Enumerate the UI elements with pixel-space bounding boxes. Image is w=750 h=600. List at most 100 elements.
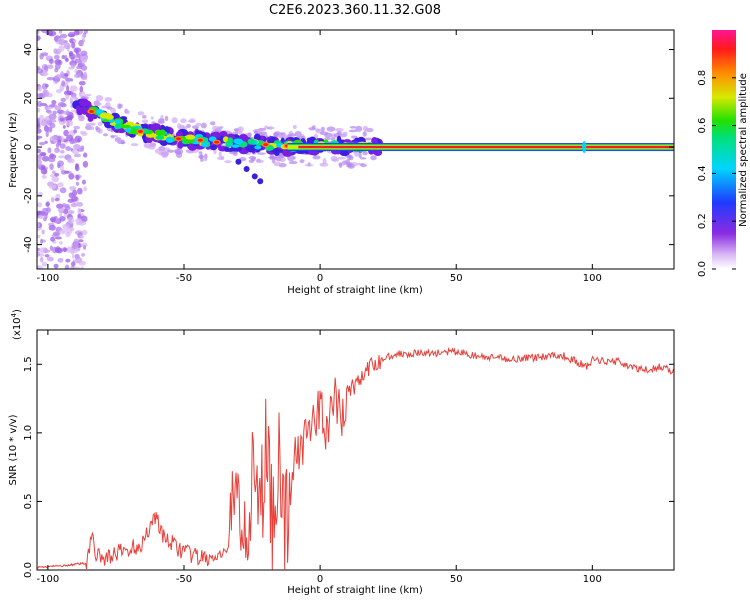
noise-blob	[38, 141, 46, 146]
noise-blob	[60, 97, 67, 102]
halo-blob	[120, 139, 125, 145]
snr-ytick-label: 0.0	[23, 562, 34, 578]
figure-title: C2E6.2023.360.11.32.G08	[269, 3, 441, 18]
noise-blob	[64, 73, 69, 77]
noise-blob	[77, 207, 82, 215]
halo-blob	[137, 111, 145, 116]
noise-blob	[81, 33, 85, 41]
halo-blob	[362, 125, 369, 132]
noise-blob	[37, 164, 42, 168]
spectrogram-ytick-label: 40	[23, 43, 34, 56]
noise-blob	[41, 155, 50, 162]
noise-blob	[59, 164, 64, 172]
noise-blob	[66, 119, 73, 127]
noise-blob	[49, 119, 57, 123]
colorbar-ticks: 0.0 0.2 0.4 0.6 0.8	[697, 70, 736, 277]
noise-blob	[73, 125, 81, 130]
halo-blob	[362, 151, 368, 156]
halo-blob	[330, 155, 338, 162]
halo-blob	[288, 133, 297, 137]
halo-blob	[110, 135, 115, 139]
noise-blob	[51, 196, 55, 203]
noise-blob	[49, 163, 54, 170]
halo-blob	[160, 114, 164, 120]
noise-blob	[45, 84, 49, 88]
noise-blob	[41, 261, 48, 267]
snr-xtick-label: 100	[583, 574, 602, 585]
noise-blob	[80, 50, 88, 56]
noise-blob	[71, 138, 78, 144]
noise-blob	[66, 85, 70, 92]
noise-blob	[50, 174, 55, 178]
noise-blob	[37, 265, 44, 269]
noise-blob	[51, 170, 56, 175]
colorbar: 0.0 0.2 0.4 0.6 0.8 Normalized spectral ampl…	[697, 30, 749, 277]
noise-blob	[41, 229, 45, 235]
halo-blob	[177, 123, 182, 130]
colorbar-tick-label: 0.6	[697, 118, 708, 134]
halo-blob	[362, 131, 367, 137]
noise-blob	[54, 62, 61, 70]
peak-inner	[176, 137, 182, 141]
halo-blob	[174, 148, 184, 155]
halo-blob	[364, 137, 372, 141]
noise-blob	[54, 149, 58, 153]
spectrogram-ylabel: Frequency (Hz)	[8, 112, 19, 188]
core-blob	[81, 106, 88, 115]
bright-blob	[124, 128, 132, 133]
noise-blob	[65, 258, 71, 263]
halo-blob	[370, 155, 377, 161]
noise-blob	[69, 85, 78, 92]
noise-blob	[65, 227, 73, 234]
halo-blob	[117, 103, 122, 110]
noise-blob	[59, 215, 66, 222]
halo-blob	[338, 162, 343, 168]
halo-blob	[90, 126, 95, 131]
noise-blob	[58, 213, 63, 217]
noise-blob	[40, 167, 48, 175]
noise-blob	[45, 30, 54, 36]
snr-ticks: -100 -50 0 50 100 0.0 0.5 1.0 1.5	[23, 330, 674, 585]
noise-blob	[65, 146, 71, 151]
bright-blob	[165, 136, 175, 143]
noise-blob	[78, 260, 86, 266]
noise-blob	[65, 203, 70, 208]
noise-blob	[54, 74, 63, 79]
noise-blob	[83, 186, 88, 192]
halo-blob	[319, 131, 329, 136]
noise-blob	[37, 251, 41, 257]
noise-blob	[47, 157, 56, 163]
noise-blob	[81, 229, 88, 236]
noise-blob	[48, 184, 55, 189]
tail-blob	[257, 178, 264, 185]
halo-blob	[232, 150, 238, 156]
colorbar-tick-label: 0.2	[697, 213, 708, 229]
noise-blob	[47, 147, 52, 154]
halo-blob	[292, 124, 297, 130]
halo-blob	[308, 127, 316, 131]
halo-blob	[130, 143, 139, 147]
halo-blob	[143, 143, 148, 148]
tail-blob	[235, 158, 242, 165]
spectrogram-panel: -100 -50 0 50 100 -40 -20 0 20 40 Height of strai…	[8, 29, 675, 296]
noise-blob	[80, 65, 88, 71]
noise-blob	[53, 48, 58, 55]
noise-blob	[80, 266, 84, 269]
halo-blob	[278, 163, 287, 168]
noise-blob	[37, 159, 43, 166]
noise-blob	[68, 50, 74, 56]
noise-blob	[70, 203, 78, 208]
bright-blob	[200, 142, 209, 147]
halo-blob	[340, 133, 347, 138]
halo-blob	[154, 148, 163, 154]
bright-blob	[99, 112, 109, 119]
noise-blob	[37, 30, 40, 35]
halo-blob	[142, 115, 147, 119]
noise-blob	[46, 110, 53, 114]
noise-blob	[50, 216, 56, 223]
noise-blob	[54, 59, 62, 65]
halo-blob	[224, 160, 232, 164]
peak-inner	[88, 109, 94, 113]
noise-blob	[44, 106, 52, 111]
halo-blob	[200, 122, 207, 129]
